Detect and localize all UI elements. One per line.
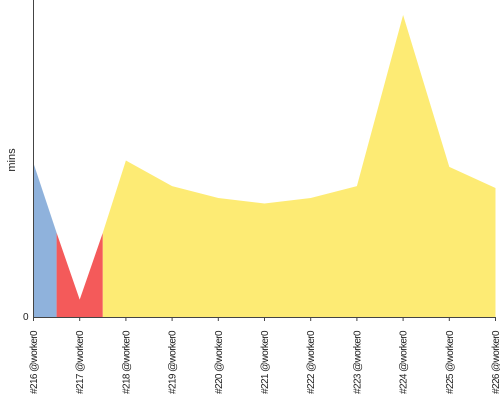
x-tick-label-8: #224 @worker0: [399, 330, 410, 394]
x-tick-label-5: #221 @worker0: [260, 330, 271, 394]
x-tick-label-1: #217 @worker0: [75, 330, 86, 394]
area-series-0: [33, 163, 57, 317]
x-tick-label-0: #216 @worker0: [29, 330, 40, 394]
x-tick-label-4: #220 @worker0: [214, 330, 225, 394]
x-tick-label-7: #223 @worker0: [352, 330, 363, 394]
y-tick-label-0: 0: [23, 312, 29, 323]
area-series-group: [33, 15, 496, 317]
area-series-1: [56, 232, 103, 317]
x-tick-label-3: #219 @worker0: [168, 330, 179, 394]
x-tick-label-9: #225 @worker0: [445, 330, 456, 394]
x-tick-label-group: #216 @worker0 #217 @worker0 #218 @worker0 #…: [29, 317, 500, 394]
y-axis-label: mins: [6, 148, 18, 172]
x-tick-label-6: #222 @worker0: [306, 330, 317, 394]
x-tick-label-10: #226 @worker0: [491, 330, 500, 394]
area-series-2: [102, 15, 496, 317]
x-tick-label-2: #218 @worker0: [121, 330, 132, 394]
